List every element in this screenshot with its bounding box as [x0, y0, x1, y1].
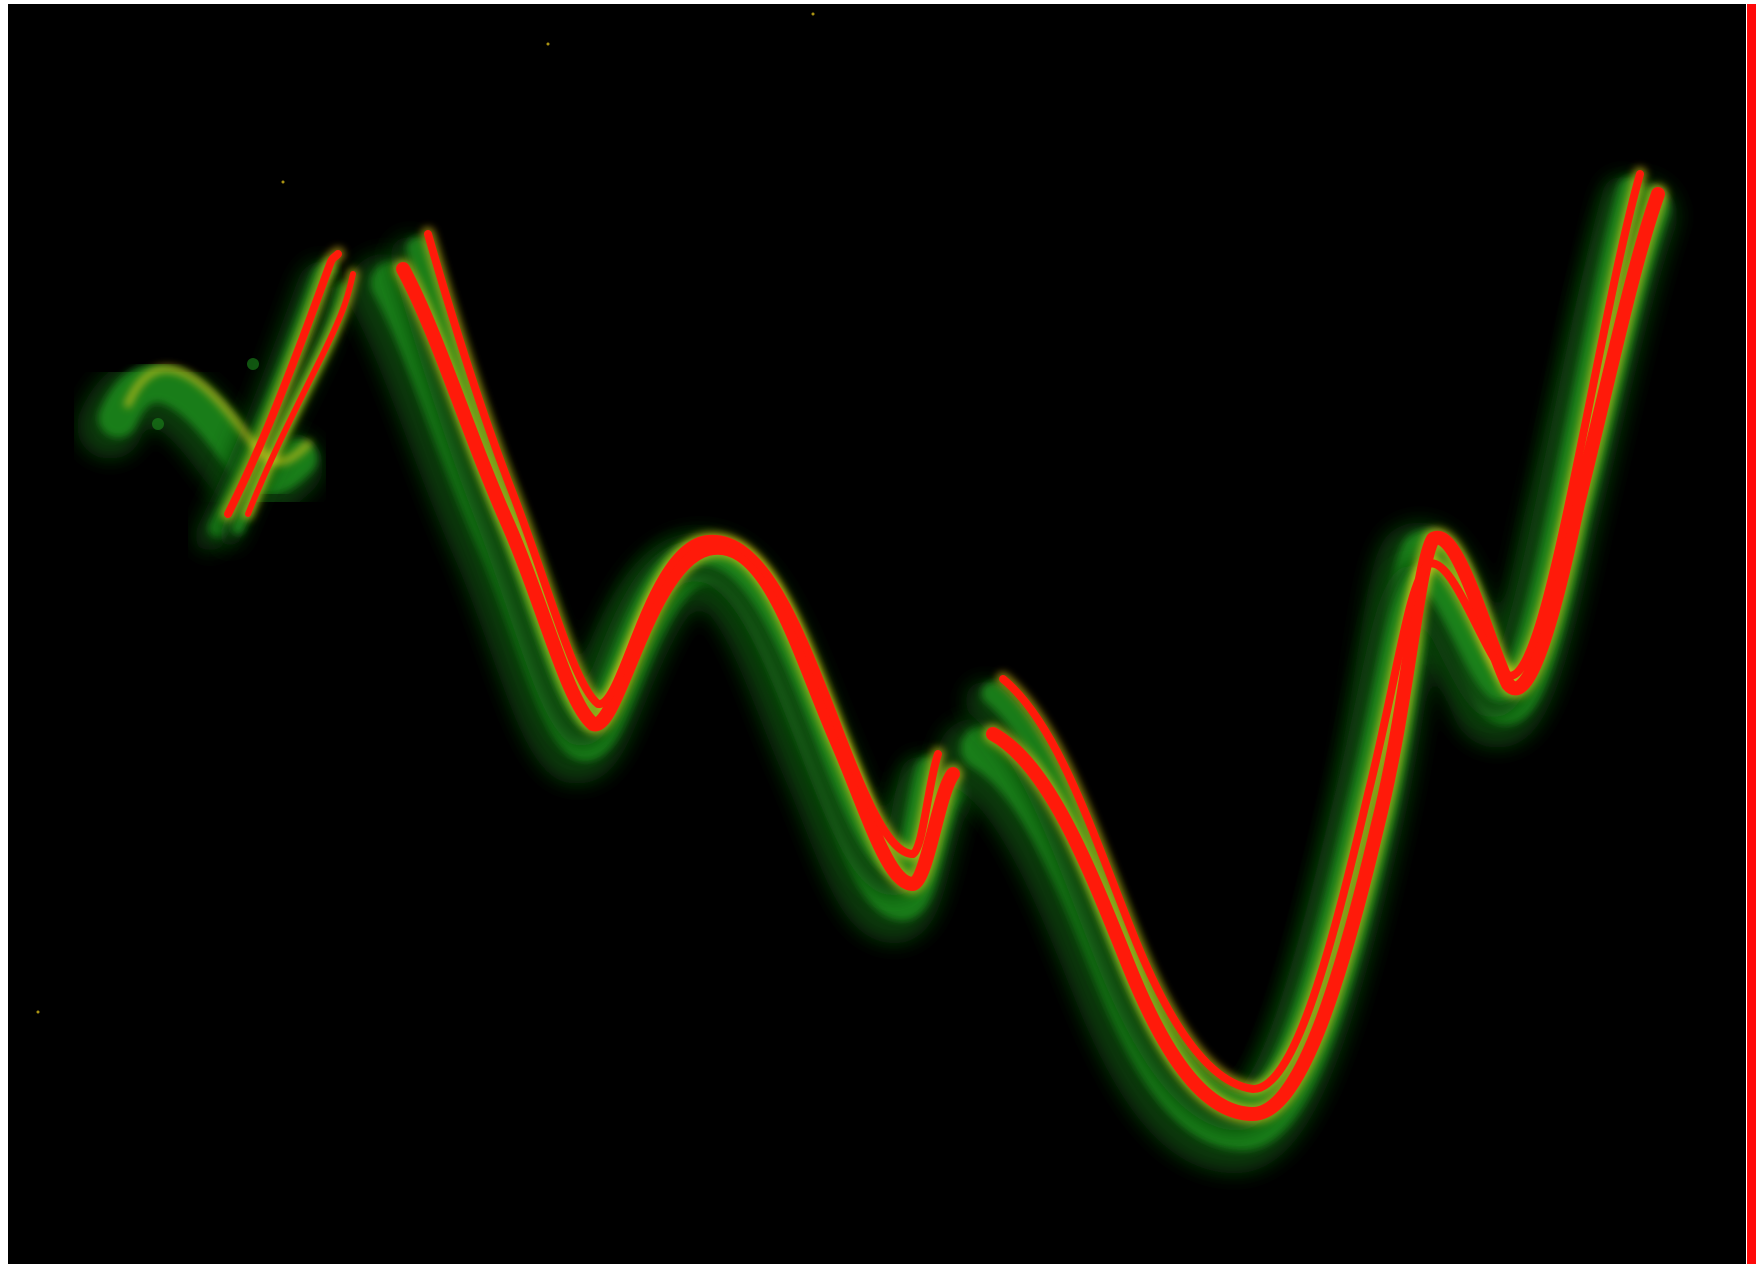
left-swirl-mid	[124, 365, 312, 466]
speck	[811, 12, 815, 16]
speck	[36, 1010, 40, 1014]
left-hook-2-core	[245, 271, 356, 517]
speck	[546, 42, 550, 46]
main-wave-2b-core	[999, 170, 1644, 1093]
speck	[247, 358, 259, 370]
red-right-border	[1747, 4, 1756, 1264]
speck	[152, 418, 164, 430]
speck	[281, 180, 285, 184]
red-core-layer	[224, 170, 1665, 1121]
main-wave-1b-core	[424, 230, 942, 858]
attractor-artwork	[36, 12, 1678, 1174]
main-wave-1-core	[396, 262, 960, 891]
main-wave-2-core	[986, 187, 1665, 1121]
left-swirl-halo	[98, 363, 318, 495]
stray-specks	[36, 12, 815, 1014]
left-hook-core	[224, 250, 342, 518]
attractor-canvas	[8, 4, 1746, 1264]
